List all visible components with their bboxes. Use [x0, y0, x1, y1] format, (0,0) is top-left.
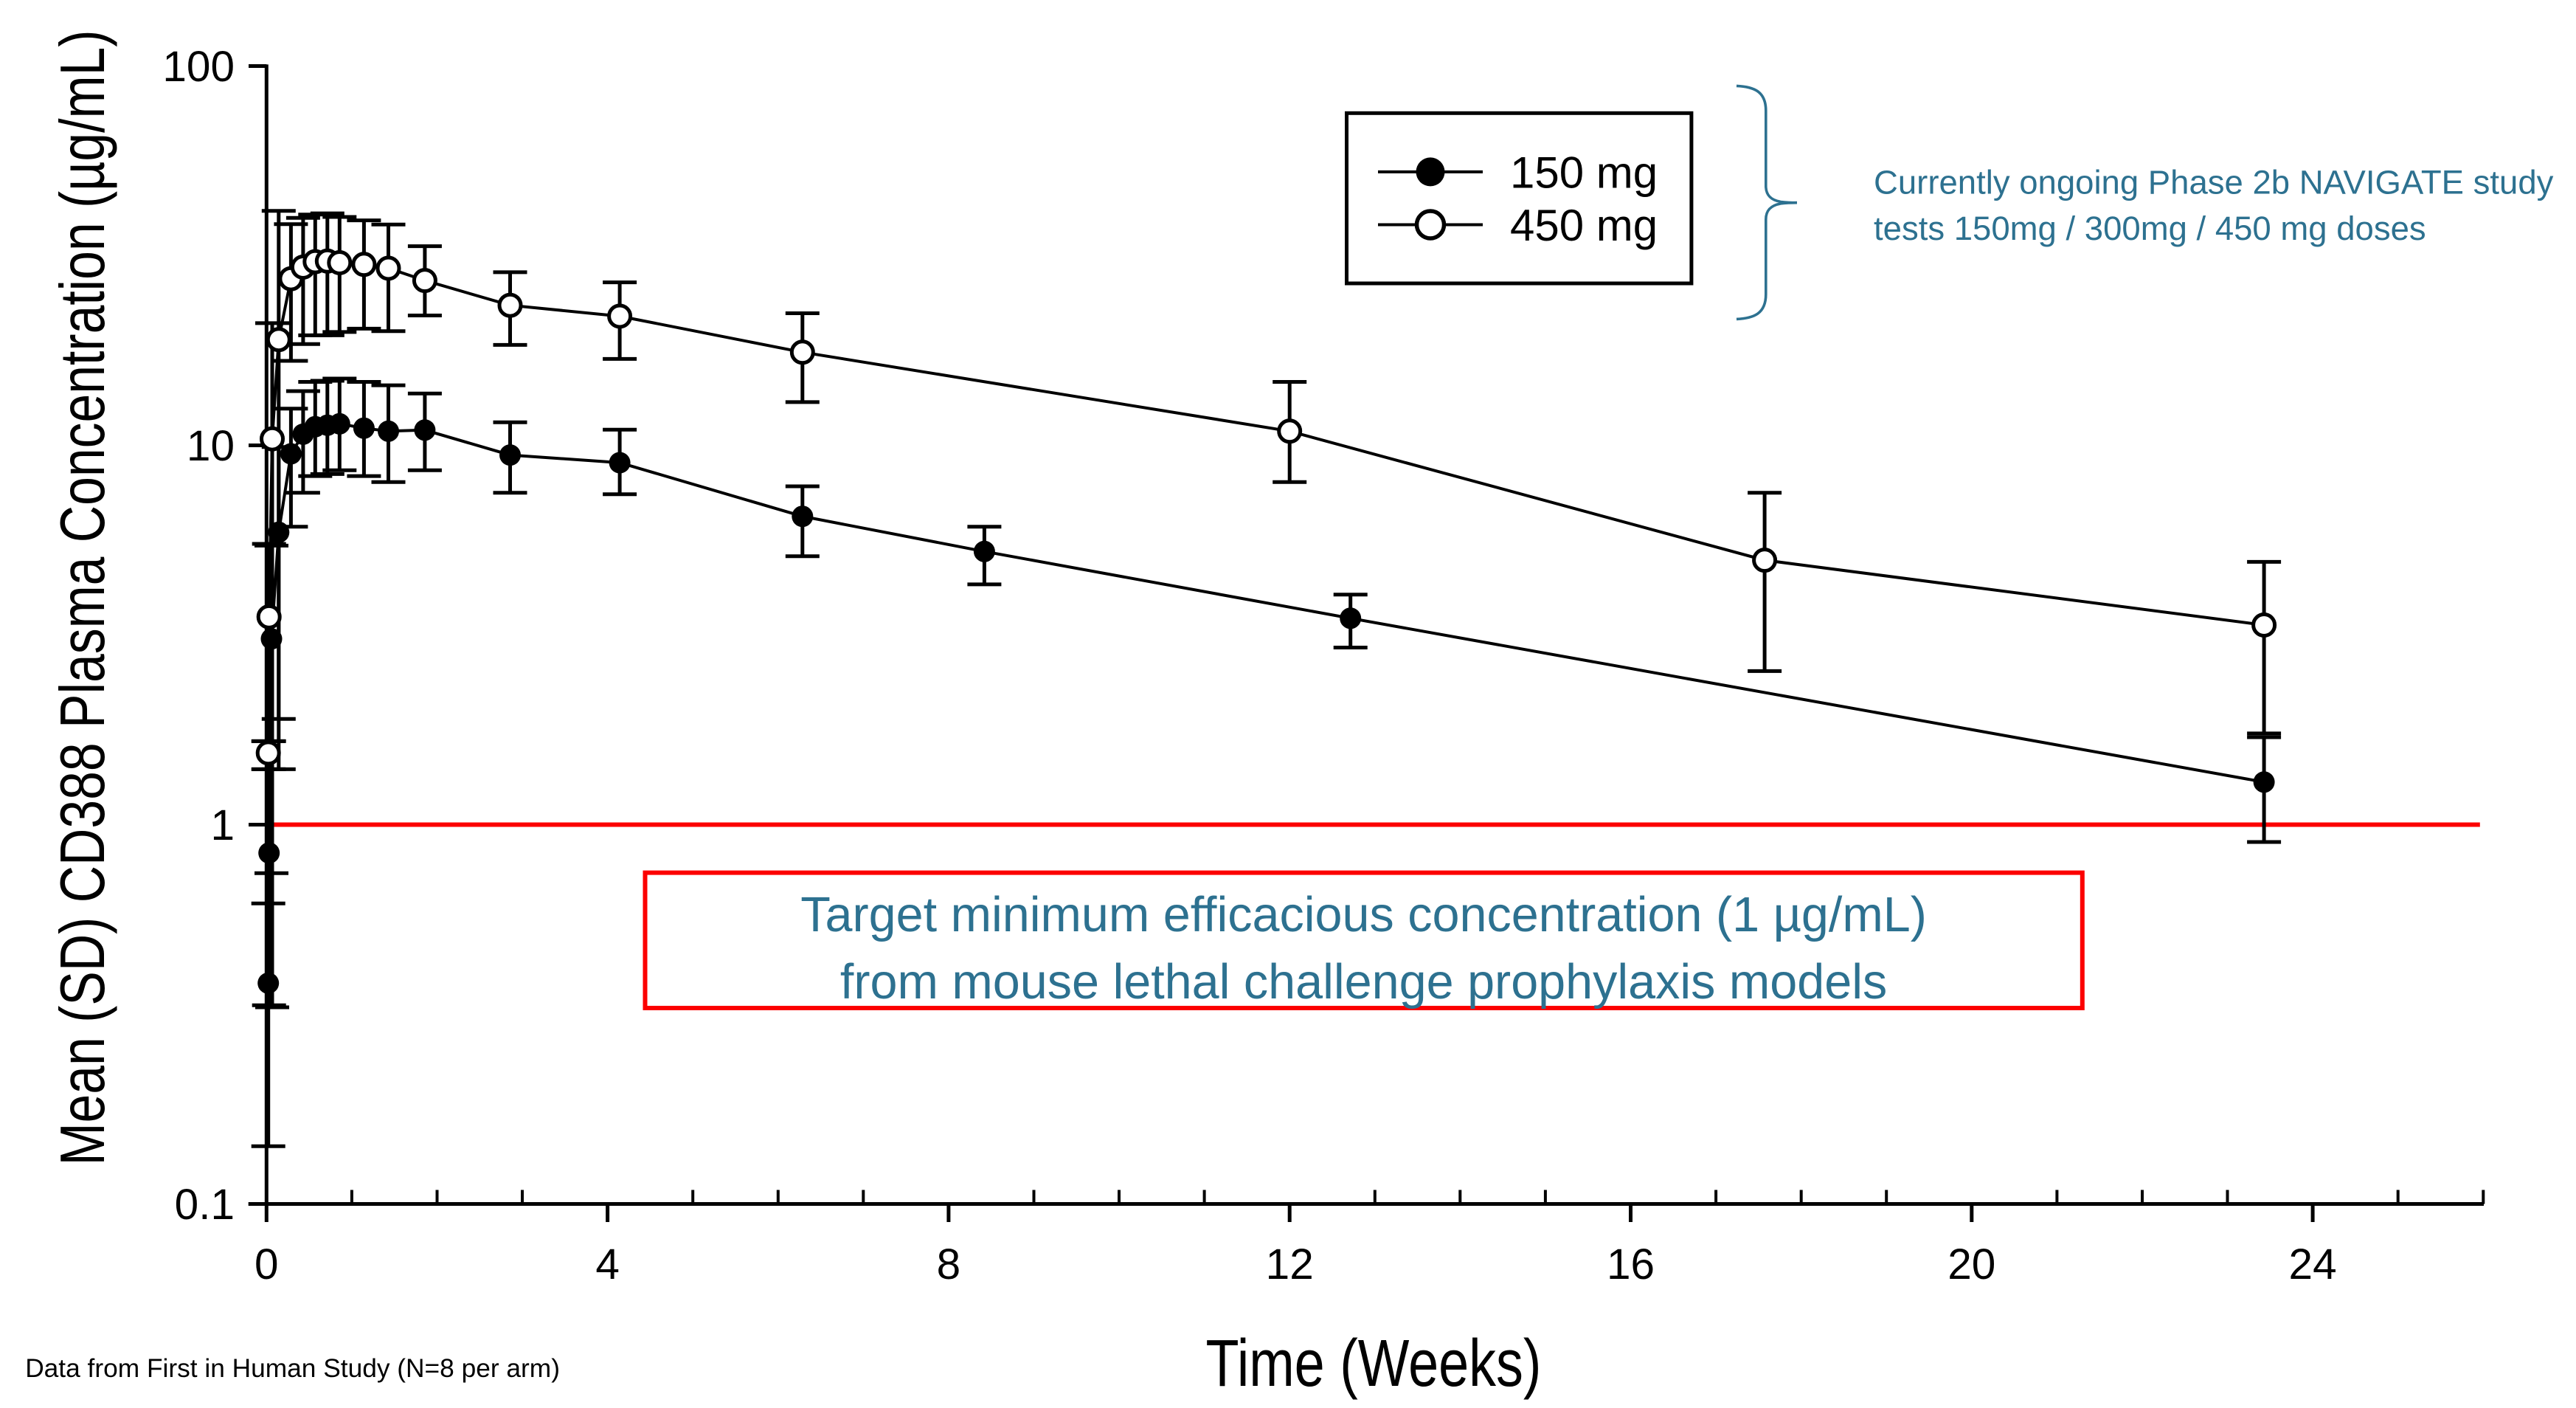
svg-text:Time (Weeks): Time (Weeks): [1205, 1327, 1541, 1401]
svg-text:0.1: 0.1: [175, 1181, 235, 1229]
svg-text:Currently ongoing Phase 2b NAV: Currently ongoing Phase 2b NAVIGATE stud…: [1874, 163, 2554, 201]
svg-text:16: 16: [1607, 1240, 1655, 1288]
svg-text:24: 24: [2289, 1240, 2337, 1288]
svg-text:10: 10: [187, 422, 235, 470]
svg-text:12: 12: [1266, 1240, 1314, 1288]
svg-text:Mean (SD) CD388 Plasma Concent: Mean (SD) CD388 Plasma Concentration (µg…: [49, 30, 118, 1165]
svg-text:Target minimum efficacious con: Target minimum efficacious concentration…: [800, 888, 1927, 942]
svg-text:tests 150mg / 300mg / 450 mg d: tests 150mg / 300mg / 450 mg doses: [1874, 210, 2426, 247]
svg-text:20: 20: [1947, 1240, 1995, 1288]
svg-text:0: 0: [255, 1240, 279, 1288]
svg-text:1: 1: [210, 801, 235, 849]
svg-text:8: 8: [937, 1240, 961, 1288]
svg-text:450 mg: 450 mg: [1510, 201, 1658, 250]
svg-text:Data from First in Human Study: Data from First in Human Study (N=8 per …: [25, 1354, 560, 1383]
svg-text:150 mg: 150 mg: [1510, 148, 1658, 198]
svg-text:4: 4: [595, 1240, 620, 1288]
svg-text:from mouse lethal challenge pr: from mouse lethal challenge prophylaxis …: [840, 955, 1887, 1010]
svg-text:100: 100: [162, 43, 235, 91]
